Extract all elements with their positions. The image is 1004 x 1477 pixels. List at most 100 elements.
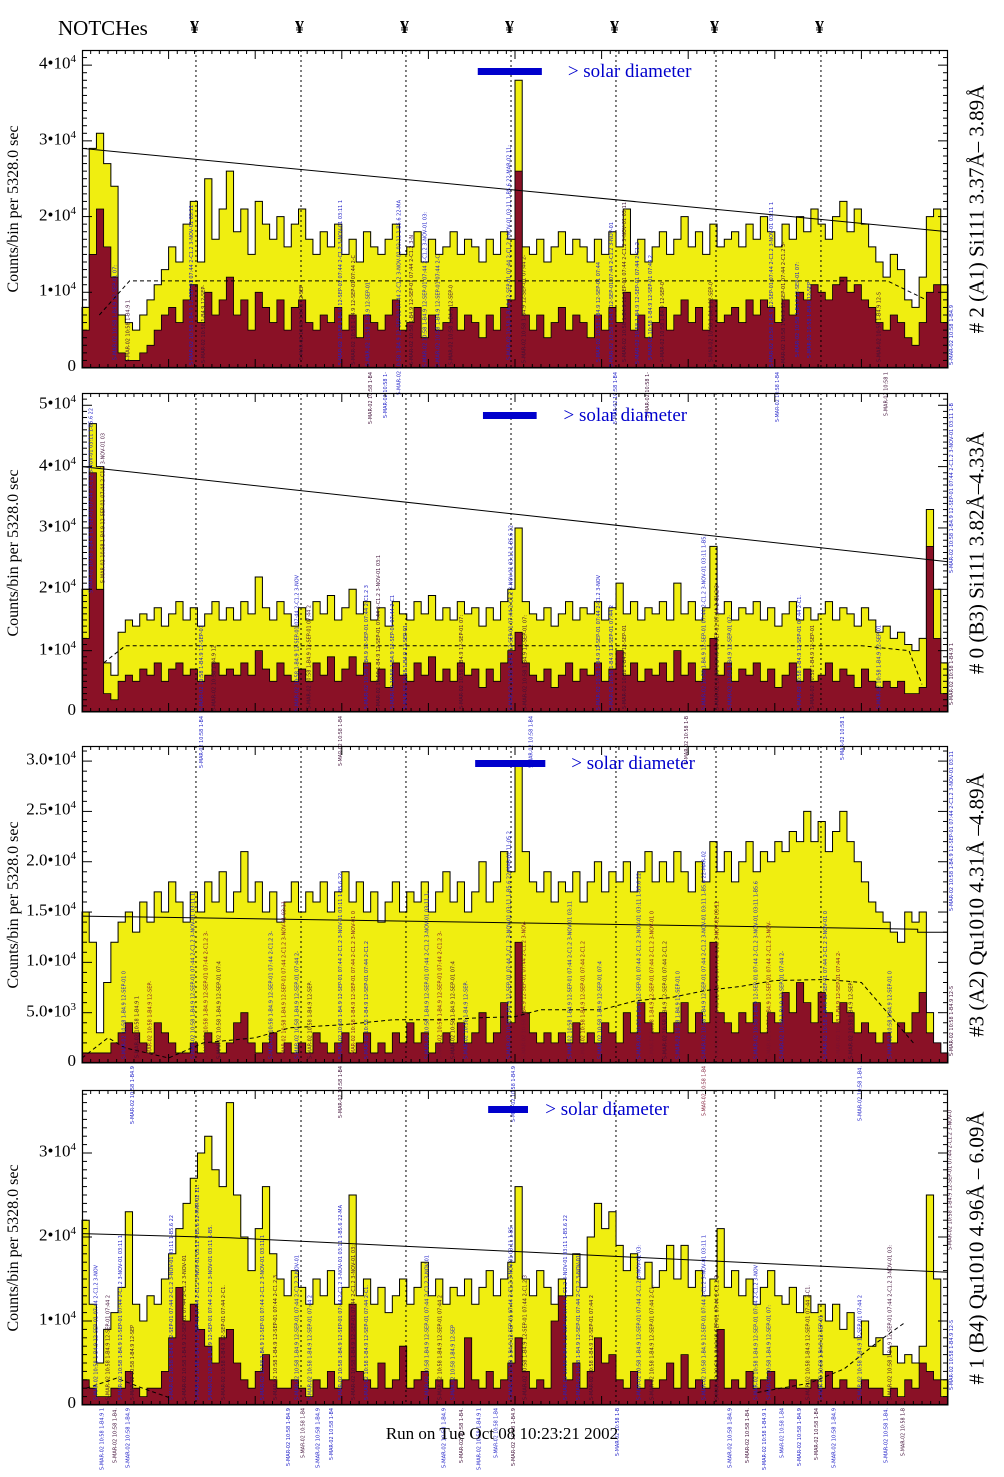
histogram-core — [81, 170, 949, 369]
annotation-strip: 5-MAR-02 10:58 1-B4.9 12-SEP-01 07:44 2-… — [715, 585, 721, 710]
annotation-strip: 5-MAR-02 10:58 1-B4 — [814, 1408, 820, 1460]
annotation-strip: 5-MAR-02 10:58 1-B4 — [779, 1408, 785, 1458]
annotation-strip: 5-MAR-02 10:58 1-B4.9 12-SEP- — [147, 981, 153, 1059]
y-tick-label: 5.0•103 — [26, 1000, 76, 1021]
annotation-strip: 5-MAR-02 10:58 1-B4. — [459, 1408, 465, 1463]
annotation-strip: 5-MAR-02 10:58 1-B4.9 12-SEP-01 07:44 2-… — [260, 1235, 266, 1400]
annotation-strip: 5-MAR-02 10:58 1-B4.9 12-SEP-01 07:44 2 — [857, 1295, 863, 1400]
annotation-strip: 5-MAR-02 10:58 1-B4.9 1 — [476, 1408, 482, 1470]
annotation-strip: 5-MAR-02 10:58 1-B4. — [113, 1408, 119, 1463]
plot-area: 5-MAR-02 10:58 1-B4.9 12-SEP-01 07:44 2-… — [81, 1089, 955, 1470]
annotation-strip: 5-MAR-02 10:58 1-B4.9 12-SEP-01 07:44 2 — [648, 255, 654, 360]
annotation-strip: 5-MAR-02 10:58 1-B4.9 12-SEP-01 07:44 2 — [437, 1295, 443, 1400]
annotation-strip: 5-MAR-02 10:58 1-B4.9 12-SEP — [130, 1325, 136, 1400]
plot-frame — [81, 1089, 949, 1406]
histogram-total — [81, 1102, 949, 1406]
y-tick-label: 1.5•104 — [26, 900, 76, 920]
y-tick-label: 0 — [67, 1393, 77, 1412]
annotation-strip: 5-MAR-02 10:58 1-B4.9 12-SEP-01 07:44 2-… — [338, 1204, 344, 1400]
annotation-strip: 5-MAR-02 10:58 1-B4.9 1 — [762, 1408, 768, 1470]
annotation-strip: 5-MAR-02 10:58 1-B4.9 12-SEP-01 — [403, 625, 409, 709]
notch-marker-symbol: ¥ — [709, 17, 719, 37]
annotation-strip: 5-MAR-02 10:58 1-B4.9 12-SEP-01 07:44 2-… — [637, 1245, 643, 1400]
annotation-strip: 5-MAR-02 10:58 1-B4.9 12-SEP-01 07:44 2-… — [409, 235, 415, 365]
annotation-strip: 5-MAR-02 10:58 1-B4 — [338, 1066, 344, 1118]
annotation-strip: 5-MAR-02 10:58 1-B4.9 12-SEP-01 07:44 2 — [609, 605, 615, 710]
annotation-strip: 5-MAR-02 10:58 1-B4.9 1 — [100, 1408, 106, 1470]
annotation-strip: 5-MAR-02 10:58 1-B4.9 1 — [134, 996, 140, 1058]
annotation-strip: 5-MAR-02 10:58 1-B4.9 12-SEP-01 07:44 2 — [106, 1295, 112, 1400]
annotation-strip: 5-MAR-02 10:58 1-B4.9 12-SEP-0 — [708, 282, 714, 362]
channel-label: # 1 (B4) Qu1010 4.96Å – 6.09Å — [964, 1111, 989, 1384]
annotation-strip: 5-MAR-02 10:58 1-B4.9 — [728, 1408, 734, 1468]
annotation-strip: 5-MAR-02 10:58 1-B4.9 12-SEP-01 07: — [728, 615, 734, 710]
annotation-strip: 5-MAR-02 10:58 1-B4.9 12-SEP-01 07:4 — [598, 961, 604, 1059]
plot-frame — [81, 392, 949, 713]
plot-area: 5-MAR-02 10:58 1-B4.9 12-SEP-01 07: 5-MAR… — [81, 49, 955, 424]
annotation-strip: 5-MAR-02 10:58 1-B4.9 12-SEP-01 07:44 2-… — [766, 921, 772, 1059]
histogram-core — [81, 941, 949, 1064]
annotation-strip: 5-MAR-02 10:58 1-B4.9 12-SEP- — [463, 981, 469, 1059]
channel-label: #3 (A2) Qu1010 4.31Å –4.89Å — [964, 772, 989, 1037]
annotation-strip: 5-MAR-02 10:58 1-B4.9 12-SEP-01 07:4 — [450, 961, 456, 1059]
annotation-strip: 5-MAR-02 10:58 1-B4.9 12-SEP-01 07:44 2-… — [221, 1285, 227, 1400]
annotation-strip: 5-MAR-02 10:58 1-B — [615, 1407, 621, 1456]
annotation-strip: 5-MAR-02 10:58 1-B4.9 12-SEP-01 07:44 2-… — [637, 871, 643, 1059]
annotation-strip: 5-MAR-02 10:58 1-B4.9 12-SEP-01 07: — [522, 615, 528, 710]
annotation-strip: 5-MAR-02 10:58 1-B4.9 12-SEP-01 07:44 2-… — [753, 881, 759, 1059]
annotation-strip: 5-MAR-02 10:58 1-B4.9 12-SEP-01 07:44 2-… — [338, 200, 344, 365]
annotation-strip: 5-MAR-02 10:58 1-B4.9 12-SEP-01 — [818, 1315, 824, 1400]
annotation-strip: 5-MAR-02 10:58 1-B4. — [883, 1408, 889, 1463]
y-tick-label: 4•104 — [39, 53, 76, 73]
annotation-strip: 5-MAR-02 10:58 1-B4.9 — [511, 1408, 517, 1466]
panel-4-plot: 5-MAR-02 10:58 1-B4.9 12-SEP-01 07:44 2-… — [81, 1089, 955, 1470]
annotation-strip: 5-MAR-02 10:58 1-B4.9 12-SEP-01 07:44 2-… — [715, 901, 721, 1059]
solar-diameter-label: > solar diameter — [571, 753, 695, 774]
solar-diameter-label: > solar diameter — [563, 405, 687, 426]
plot-area: 5-MAR-02 10:58 1-B4.9 12-SEP-01 0 5-MAR-0… — [81, 745, 955, 1124]
annotation-strip: 5-MAR-02 10:58 1-B4.9 12-SEP- — [849, 981, 855, 1059]
annotation-strip: 5-MAR-02 10:58 1-B4.9 12-SEP-01 07:44 2-… — [88, 408, 94, 593]
annotation-strip: 5-MAR-02 10:58 1-B4.9 12-SEP-01 07:44 2-… — [351, 911, 357, 1059]
annotation-strip: 5-MAR-02 10:58 1-B4.9 12-SEP-01 07:44 2-… — [522, 1275, 528, 1400]
annotation-strip: 5-MAR-02 10:58 1-B4.9 — [126, 1408, 132, 1468]
annotation-strip: 5-MAR-02 10:58 1-B4.9 12-SEP-01 07:44 2-… — [295, 1255, 301, 1400]
dashed-level-line — [98, 280, 927, 316]
annotation-strip: 5-MAR-02 10:58 1-B4.9 12-SEP-01 — [199, 625, 205, 711]
annotation-strip: 5-MAR-02 10:58 1-B4.9 — [286, 1408, 292, 1466]
annotation-strip: 5-MAR-02 10:58 1-B4.9 12-SEP-01 07:44 2-… — [702, 535, 708, 710]
annotation-strip: 5-MAR-02 10:58 1-B4.9 12-SEP-01 07:44 2-… — [823, 911, 829, 1059]
annotation-strip: 5-MAR-02 10:58 1-B4.9 12-SEP-01 07:44 2 — [307, 605, 313, 709]
annotation-strip: 5-MAR-02 10:58 1-B4.9 12-SEP-01 07:44 2-… — [663, 941, 669, 1059]
annotation-strip: 5-MAR-02 10:58 1-B4.9 12-SEP-01 07:44 2-… — [753, 1264, 759, 1400]
annotation-strip: 5-MAR-02 10:58 1-B4.9 — [442, 1408, 448, 1468]
annotation-strip: 5-MAR-02 10:58 1-B4.9 12-SEP-01 07:44 2-… — [521, 921, 527, 1059]
annotation-strip: 5-MAR-02 10:58 1-B4.9 12-SEP — [299, 285, 305, 360]
annotation-strip: 5-MAR-02 10:58 1-B4.9 12-SEP-01 07:44 2- — [836, 951, 842, 1059]
panel-2-plot: 5-MAR-02 10:58 1-B4.9 12-SEP-01 07:44 2-… — [81, 392, 955, 768]
panel-1: Counts/bin per 5328.0 sec # 2 (A1) Si111… — [0, 49, 1004, 424]
annotation-strip: 5-MAR-02 10:58 1-B4.9 12-SEP-01 07:44 2- — [295, 951, 301, 1059]
annotation-strip: 5-MAR-02 10:58 1-B4. — [745, 1408, 751, 1463]
annotation-strip: 5-MAR-02 10:58 1-B4.9 12-SEP-01 07: — [795, 262, 801, 357]
annotation-strip: 5-MAR-02 10:58 1-B4.9 12-SEP-01 07:44 — [596, 262, 602, 362]
plot-frame — [81, 745, 949, 1064]
run-timestamp: Run on Tue Oct 08 10:23:21 2002 — [385, 1424, 619, 1443]
y-tick-label: 2.5•104 — [26, 799, 76, 820]
y-tick-label: 2•104 — [39, 204, 76, 225]
annotation-strip: 5-MAR-02 10:58 1-B4.9 12-SEP-01 07:44 2-… — [364, 585, 370, 709]
panel-1-plot: 5-MAR-02 10:58 1-B4.9 12-SEP-01 07: 5-MAR… — [81, 49, 955, 424]
annotation-strip: 5-MAR-02 10:58 1-B4.9 12-SEP-01 07:44 2-… — [567, 901, 573, 1059]
annotation-strip: 5-MAR-02 10:58 1-B4.9 12-SEP-01 — [810, 625, 816, 709]
trend-line — [81, 466, 949, 563]
annotation-strip: 5-MAR-02 10:58 1 — [840, 716, 846, 760]
annotation-strip: 5-MAR-02 10:58 1-B4.9 12-SEP-01 07:44 2-… — [507, 831, 513, 1059]
annotation-strip: 5-MAR-02 10:58 1-B4.9 12-SEP-01 07:44 2-… — [888, 1245, 894, 1400]
notch-marker-symbol: ¥ — [505, 17, 515, 37]
plot-area: 5-MAR-02 10:58 1-B4.9 12-SEP-01 07:44 2-… — [81, 392, 955, 768]
annotation-strip: 5-MAR-02 10:58 1-B4.9 12-SEP-01 07:44 2-… — [204, 931, 210, 1059]
annotation-strip: 5-MAR-02 10:58 1-B4.9 12-SEP-01 07:44 2-… — [797, 595, 803, 710]
channel-label: # 0 (B3) Si111 3.82Å–4.33Å — [964, 431, 989, 674]
annotation-strip: 5-MAR-02 10:58 1-B4.9 12-SEP-01 07:44 2-… — [101, 433, 107, 583]
